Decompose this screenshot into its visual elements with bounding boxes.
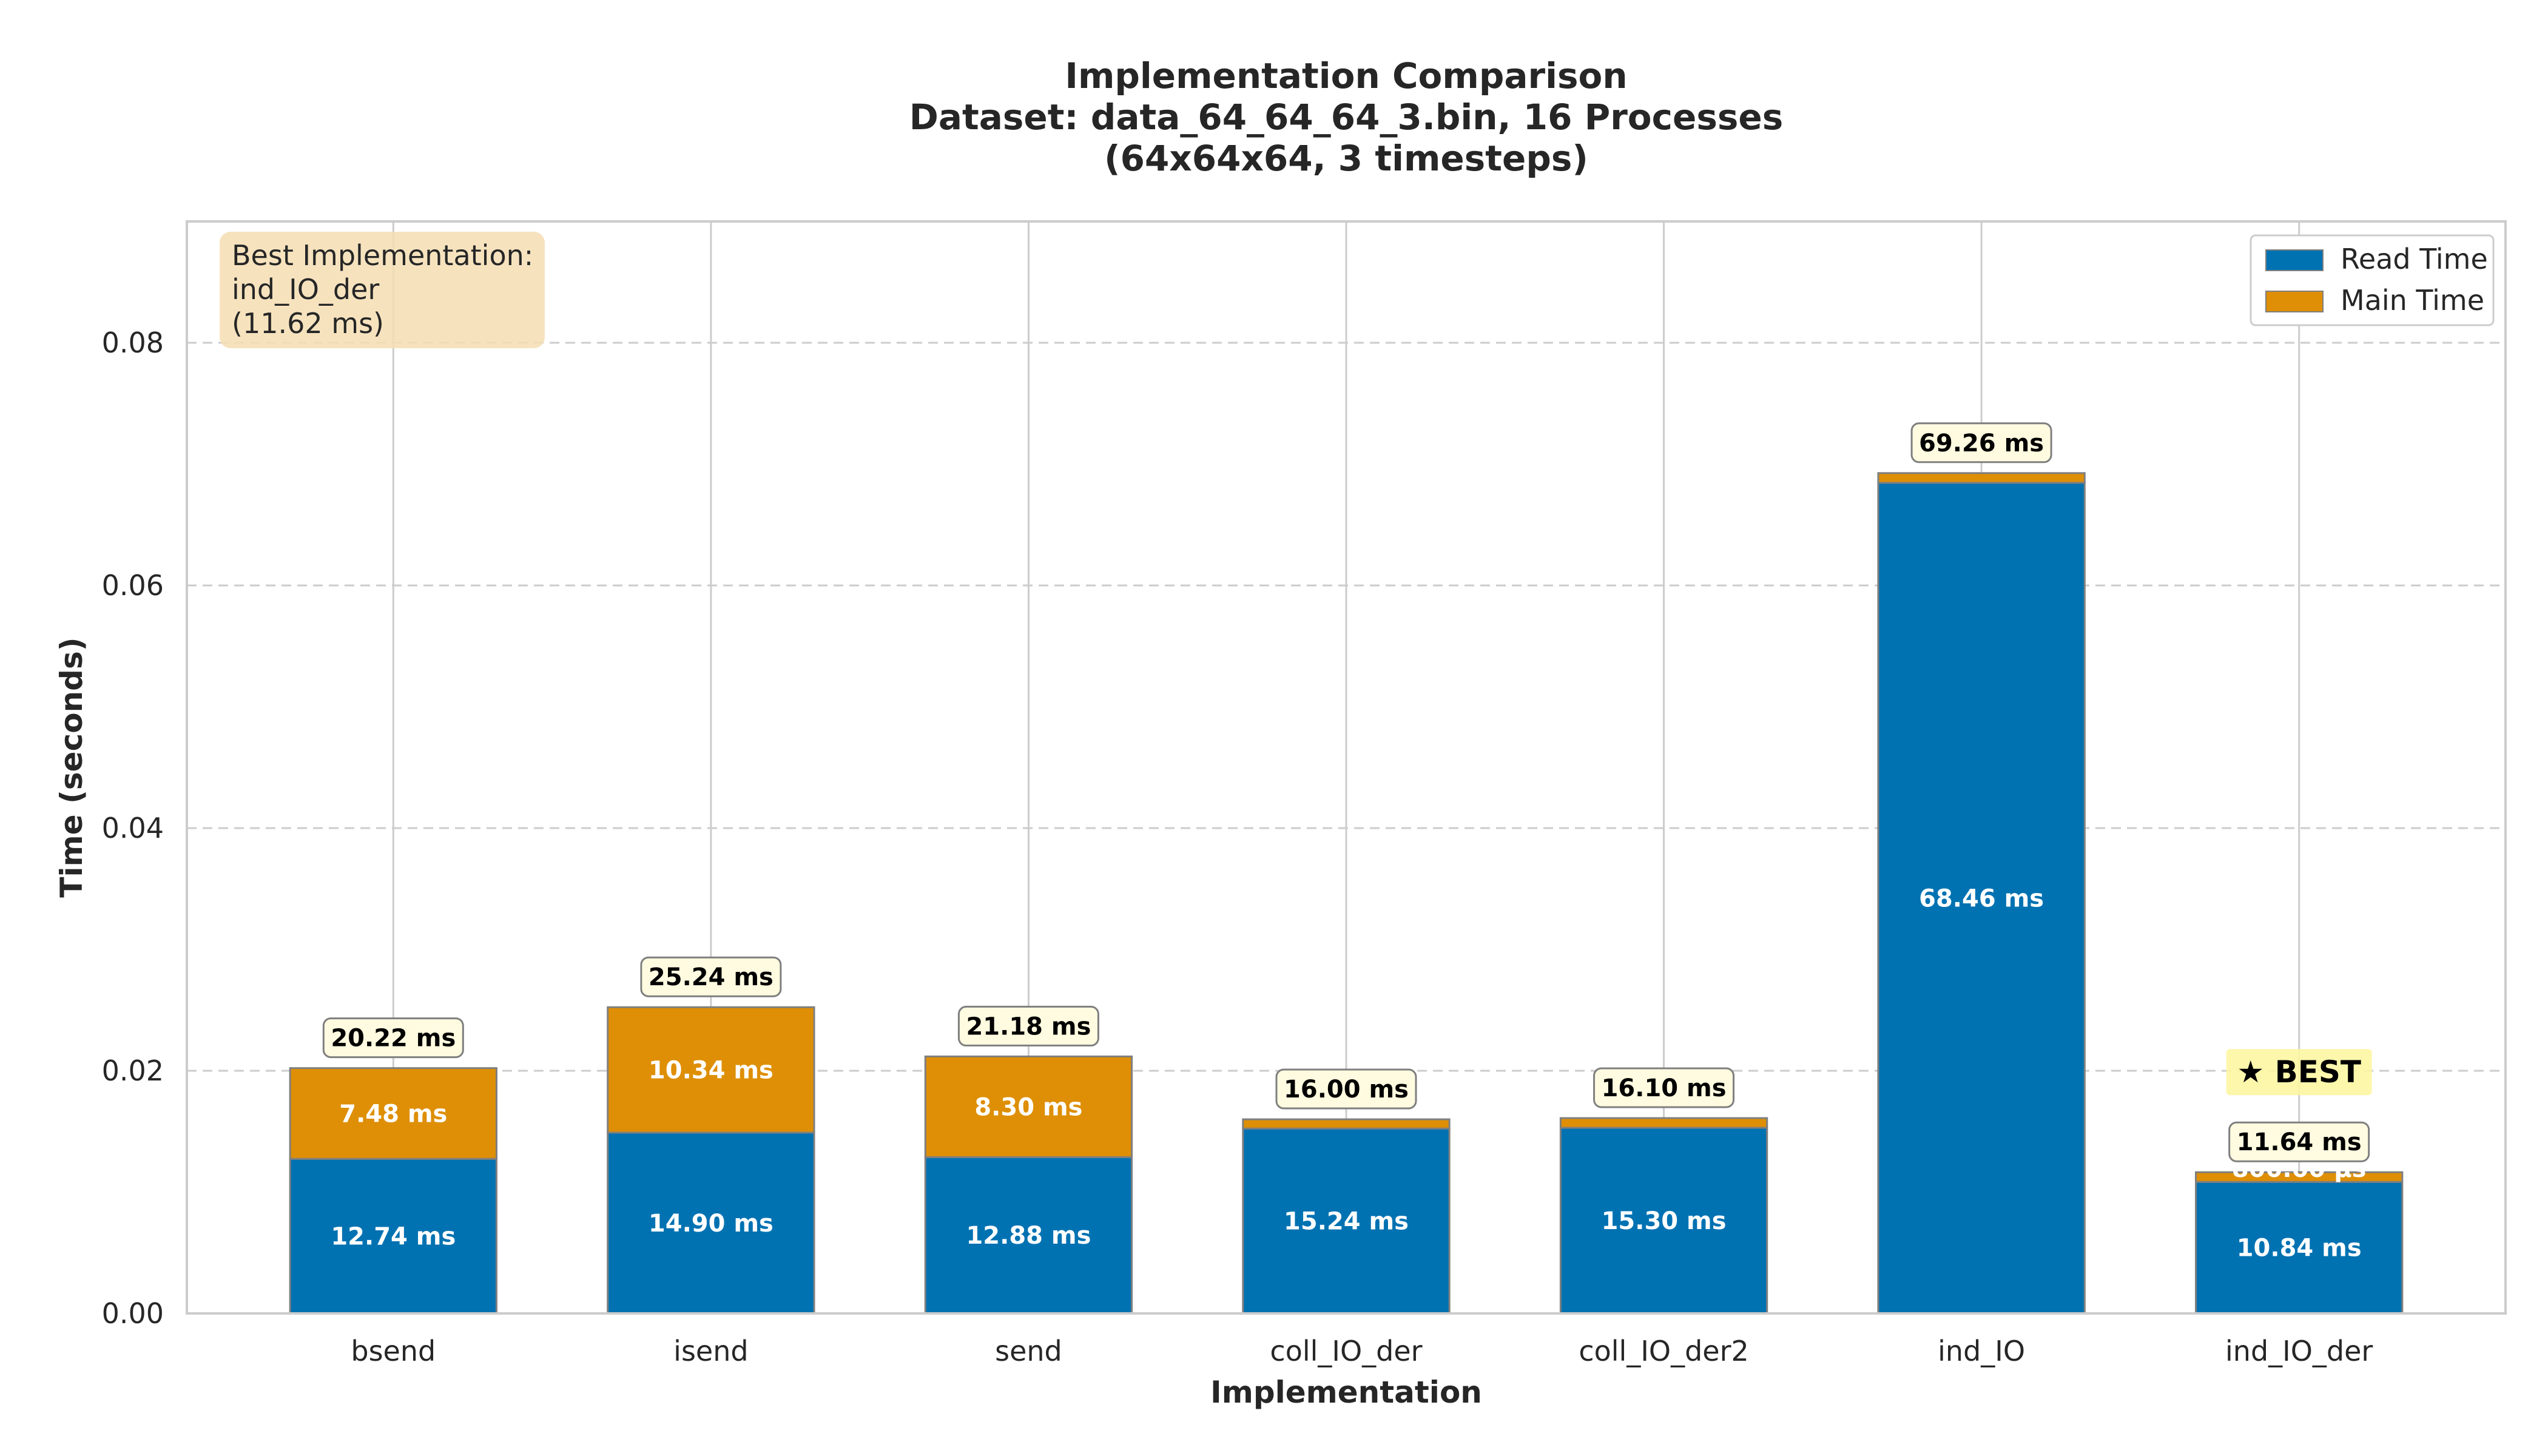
total-label: 11.64 ms: [2237, 1128, 2362, 1156]
best-box-line: Best Implementation:: [232, 239, 533, 272]
bar-read-time: [607, 1131, 815, 1315]
bar-main-time: [1559, 1117, 1768, 1129]
legend: Read Time Main Time: [2250, 234, 2495, 326]
best-marker: ★ BEST: [2237, 1054, 2361, 1090]
total-label-box: [1275, 1068, 1417, 1110]
total-label: 69.26 ms: [1919, 430, 2044, 457]
x-tick-label: coll_IO_der: [1270, 1335, 1422, 1367]
bar-read-time: [924, 1156, 1133, 1315]
bar-main-time: [1877, 472, 2086, 484]
title-line: Implementation Comparison: [1065, 55, 1627, 96]
y-tick-label: 0.04: [102, 812, 164, 844]
bar-main-time: [289, 1067, 497, 1160]
x-tick-label: bsend: [351, 1335, 436, 1367]
read-time-label: 14.90 ms: [649, 1210, 774, 1238]
total-label: 16.00 ms: [1284, 1076, 1409, 1104]
bar-main-time: [607, 1006, 815, 1134]
y-tick-label: 0.06: [102, 569, 164, 602]
legend-label: Main Time: [2341, 284, 2484, 317]
best-implementation-box: Best Implementation:ind_IO_der(11.62 ms): [220, 232, 545, 348]
y-axis-label: Time (seconds): [54, 637, 89, 897]
total-label-box: [1593, 1067, 1735, 1108]
read-time-label: 68.46 ms: [1919, 885, 2044, 912]
bar-read-time: [1559, 1127, 1768, 1315]
bar-read-time: [1242, 1127, 1451, 1315]
best-box-background: [220, 232, 545, 348]
read-time-label: 10.84 ms: [2237, 1235, 2362, 1262]
y-tick-label: 0.02: [102, 1054, 164, 1087]
legend-swatch: [2265, 291, 2324, 312]
read-time-label: 12.88 ms: [966, 1222, 1091, 1250]
y-tick-label: 0.08: [102, 326, 164, 359]
x-tick-label: coll_IO_der2: [1579, 1335, 1748, 1367]
total-label: 16.10 ms: [1602, 1074, 1727, 1102]
read-time-label: 15.24 ms: [1284, 1208, 1409, 1236]
total-label-box: [957, 1005, 1099, 1046]
bar-read-time: [2195, 1181, 2404, 1315]
x-axis-label: Implementation: [1210, 1375, 1482, 1410]
total-label-box: [640, 956, 782, 997]
legend-label: Read Time: [2341, 243, 2488, 275]
axes-layer: 0.00 0.02 0.04 0.06 0.08 bsend isend send coll_I…: [54, 220, 2507, 1410]
total-label: 20.22 ms: [331, 1025, 456, 1053]
bars-layer: [289, 472, 2404, 1315]
legend-swatch: [2265, 249, 2324, 271]
best-box-line: ind_IO_der: [232, 273, 379, 306]
bar-main-time: [924, 1055, 1133, 1158]
total-label: 21.18 ms: [966, 1013, 1091, 1040]
best-box-line: (11.62 ms): [232, 307, 384, 340]
bar-main-time: [1242, 1118, 1451, 1130]
total-label: 25.24 ms: [649, 963, 774, 991]
bar-read-time: [289, 1158, 497, 1315]
x-tick-label: isend: [673, 1335, 748, 1367]
main-time-label: 7.48 ms: [339, 1100, 447, 1128]
best-marker-box: [2226, 1049, 2372, 1096]
x-tick-label: send: [995, 1335, 1062, 1367]
title-line: Dataset: data_64_64_64_3.bin, 16 Process…: [909, 96, 1784, 138]
bar-main-time: [2195, 1171, 2404, 1183]
x-tick-label: ind_IO: [1938, 1335, 2025, 1367]
y-tick-label: 0.00: [102, 1297, 164, 1330]
bar-read-time: [1877, 482, 2086, 1315]
total-label-box: [1910, 422, 2052, 463]
labels-layer: 12.74 ms 7.48 ms 20.22 ms 14.90 ms 10.34 ms 2…: [322, 422, 2372, 1262]
plot-frame: [186, 220, 2507, 1315]
total-label-box: [2228, 1121, 2370, 1162]
title-line: (64x64x64, 3 timesteps): [1104, 138, 1588, 179]
main-time-label: 10.34 ms: [649, 1057, 774, 1085]
read-time-label: 12.74 ms: [331, 1223, 456, 1251]
read-time-label: 15.30 ms: [1602, 1207, 1727, 1235]
x-tick-label: ind_IO_der: [2225, 1335, 2373, 1367]
total-label-box: [322, 1017, 464, 1059]
main-time-label: 8.30 ms: [974, 1093, 1082, 1121]
